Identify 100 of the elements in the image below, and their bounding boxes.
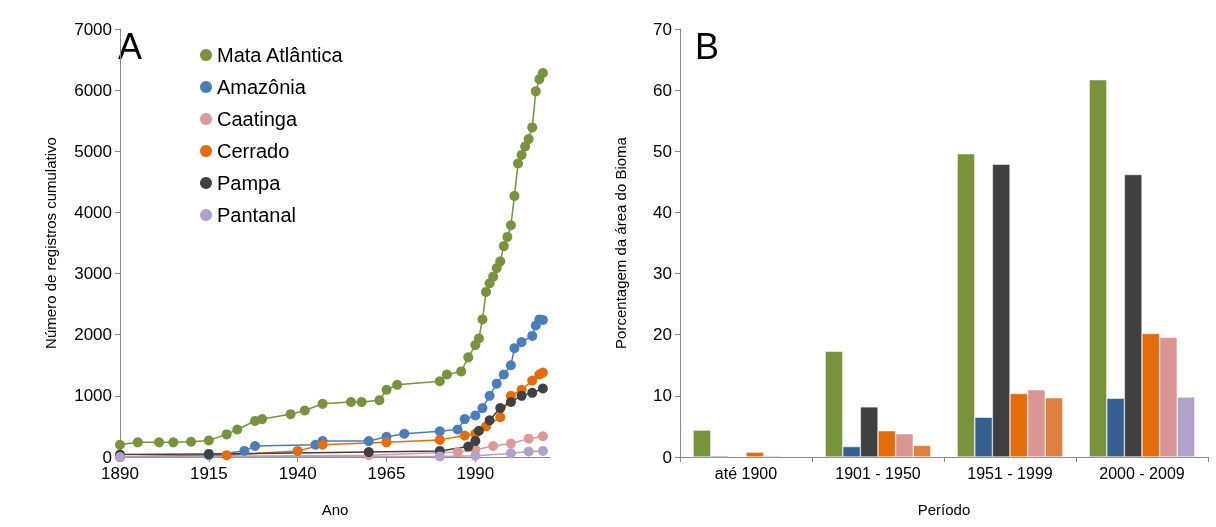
point — [473, 333, 484, 344]
point — [470, 436, 481, 447]
point — [115, 439, 125, 450]
point — [484, 390, 495, 401]
point — [434, 434, 445, 445]
y-tick-label: 20 — [653, 325, 672, 345]
point — [527, 330, 538, 341]
y-tick-label: 40 — [653, 202, 672, 222]
point — [523, 134, 534, 145]
point — [505, 448, 516, 459]
point — [346, 396, 356, 407]
y-tick-label: 60 — [653, 80, 672, 100]
point — [495, 403, 506, 414]
y-tick-label: 4000 — [74, 202, 112, 222]
point — [434, 376, 445, 387]
x-tick-label: 1990 — [456, 464, 495, 483]
x-tick-label: 1951 - 1999 — [967, 464, 1053, 482]
point — [502, 231, 513, 242]
point — [186, 436, 197, 447]
point — [203, 435, 214, 446]
y-tick-label: 50 — [653, 141, 672, 161]
y-tick-label: 6000 — [74, 80, 112, 100]
x-tick-label: 1901 - 1950 — [835, 464, 921, 482]
legend-label: Pampa — [217, 172, 282, 194]
point — [516, 149, 527, 160]
point — [488, 271, 499, 282]
y-tick-label: 1000 — [74, 386, 112, 406]
point — [374, 395, 385, 406]
point — [463, 352, 474, 363]
legend-label: Caatinga — [217, 108, 298, 130]
y-axis-title: Porcentagem da área do Bioma — [612, 136, 629, 349]
point — [399, 428, 410, 439]
point — [463, 441, 474, 452]
point — [285, 409, 296, 420]
point — [434, 451, 445, 462]
x-tick-label: 1965 — [367, 464, 406, 483]
point — [477, 403, 488, 414]
point — [537, 445, 548, 456]
y-tick-label: 3000 — [74, 264, 112, 284]
point — [505, 396, 516, 407]
point — [537, 383, 548, 394]
point — [509, 343, 520, 354]
y-tick-label: 7000 — [74, 19, 112, 39]
point — [221, 450, 232, 461]
point — [505, 360, 516, 371]
point — [491, 378, 502, 389]
point — [530, 86, 541, 97]
point — [516, 390, 527, 401]
point — [257, 414, 268, 425]
point — [470, 410, 481, 421]
point — [516, 337, 527, 348]
point — [456, 366, 467, 377]
legend-label: Mata Atlântica — [217, 44, 344, 66]
point — [452, 447, 463, 458]
point — [452, 424, 463, 435]
point — [381, 437, 392, 448]
point — [498, 241, 509, 252]
point — [299, 405, 310, 416]
y-tick-label: 2000 — [74, 325, 112, 345]
y-tick-label: 5000 — [74, 141, 112, 161]
point — [505, 220, 516, 231]
point — [537, 68, 548, 79]
point — [239, 445, 250, 456]
annotation: B — [695, 25, 720, 67]
point — [495, 256, 506, 267]
legend-label: Amazônia — [217, 76, 307, 98]
y-tick-label: 30 — [653, 264, 672, 284]
point — [513, 158, 524, 169]
point — [459, 414, 470, 425]
point — [488, 441, 499, 451]
point — [523, 446, 534, 457]
annotation: A — [118, 25, 143, 67]
point — [132, 437, 143, 448]
point — [527, 375, 538, 386]
point — [537, 431, 548, 442]
point — [221, 429, 232, 440]
y-tick-label: 0 — [102, 447, 112, 467]
x-tick-label: 2000 - 2009 — [1099, 464, 1185, 482]
legend-label: Pantanal — [217, 204, 296, 226]
x-tick-label: 1940 — [278, 464, 317, 483]
point — [484, 415, 495, 426]
point — [527, 387, 538, 398]
point — [477, 314, 488, 325]
point — [168, 437, 179, 448]
point — [523, 433, 534, 444]
point — [495, 412, 506, 423]
point — [470, 450, 481, 461]
point — [154, 437, 165, 448]
x-tick-label: 1915 — [189, 464, 228, 483]
point — [363, 436, 374, 447]
point — [392, 379, 403, 390]
point — [250, 441, 261, 451]
x-tick-label: 1890 — [101, 464, 139, 483]
point — [441, 369, 452, 380]
y-tick-label: 0 — [662, 447, 672, 467]
point — [434, 426, 445, 437]
point — [481, 286, 492, 297]
point — [459, 430, 470, 441]
y-tick-label: 70 — [653, 19, 672, 39]
point — [527, 122, 538, 133]
